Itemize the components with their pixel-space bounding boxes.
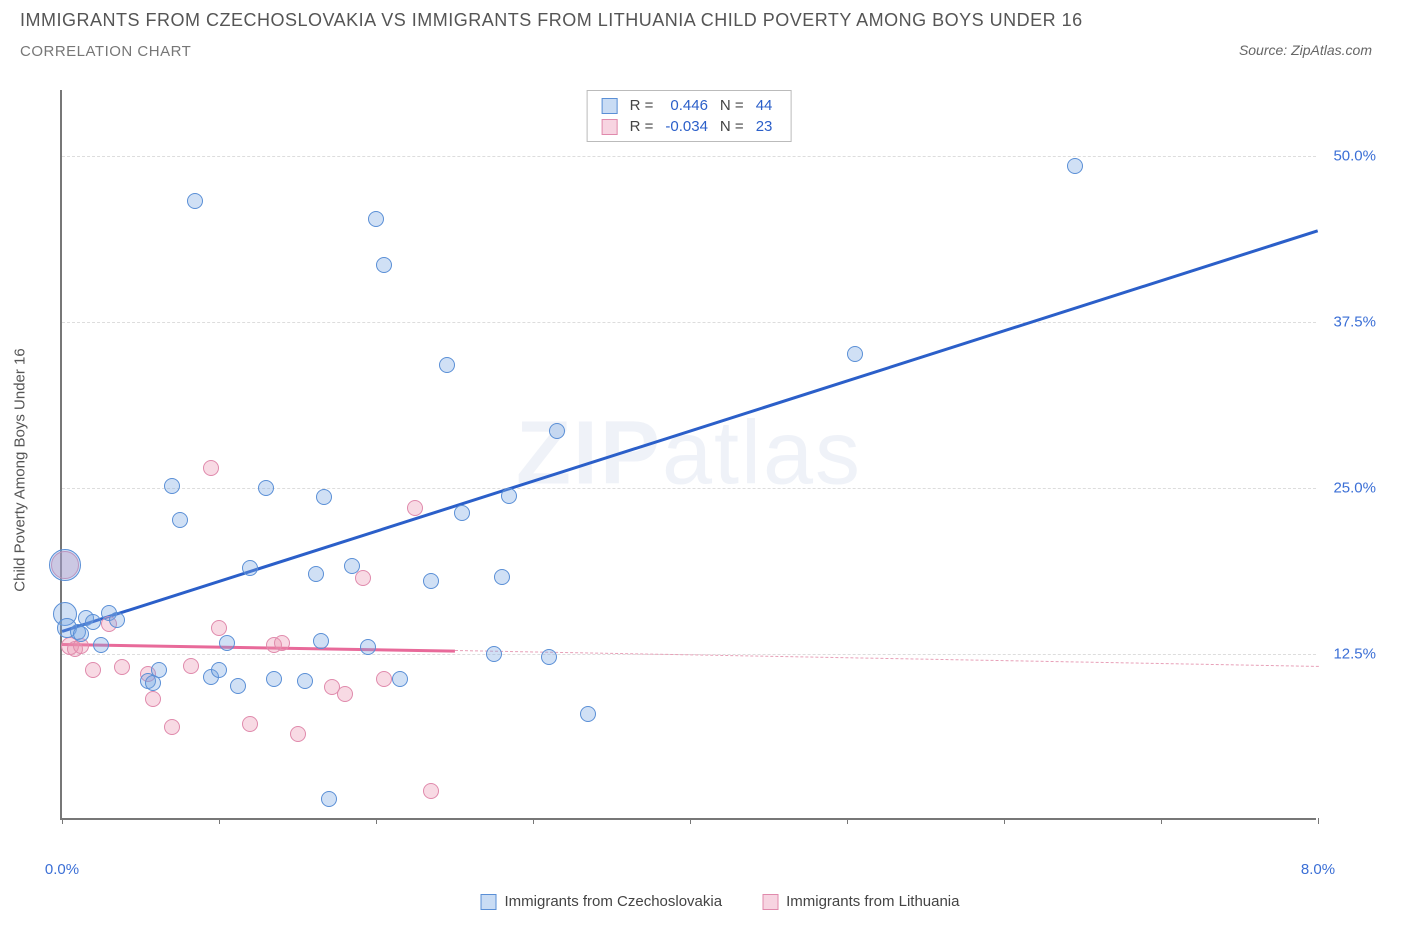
- data-point: [313, 633, 329, 649]
- x-tick: [690, 818, 691, 824]
- legend-item-2: Immigrants from Lithuania: [762, 893, 959, 910]
- data-point: [423, 783, 439, 799]
- data-point: [183, 658, 199, 674]
- y-tick-label: 50.0%: [1333, 148, 1376, 165]
- data-point: [151, 662, 167, 678]
- data-point: [321, 791, 337, 807]
- x-tick: [62, 818, 63, 824]
- trend-line: [454, 650, 1318, 667]
- trend-line: [62, 643, 455, 652]
- y-tick-label: 37.5%: [1333, 314, 1376, 331]
- chart-subtitle: CORRELATION CHART: [20, 43, 1083, 60]
- data-point: [274, 635, 290, 651]
- data-point: [423, 573, 439, 589]
- x-tick: [1004, 818, 1005, 824]
- grid-line: [62, 156, 1316, 157]
- y-tick-label: 25.0%: [1333, 480, 1376, 497]
- data-point: [1067, 158, 1083, 174]
- data-point: [407, 500, 423, 516]
- data-point: [360, 639, 376, 655]
- data-point: [344, 558, 360, 574]
- watermark: ZIPatlas: [516, 403, 862, 506]
- legend-n-label-2: N =: [720, 118, 744, 135]
- x-tick: [376, 818, 377, 824]
- data-point: [580, 706, 596, 722]
- legend-r-label: R =: [630, 97, 654, 114]
- data-point: [454, 505, 470, 521]
- data-point: [114, 659, 130, 675]
- legend-item-1: Immigrants from Czechoslovakia: [481, 893, 723, 910]
- x-tick: [1318, 818, 1319, 824]
- data-point: [486, 646, 502, 662]
- data-point: [145, 691, 161, 707]
- grid-line: [62, 322, 1316, 323]
- y-tick-label: 12.5%: [1333, 646, 1376, 663]
- legend-swatch-blue-2: [481, 894, 497, 910]
- data-point: [847, 346, 863, 362]
- data-point: [164, 719, 180, 735]
- data-point: [187, 193, 203, 209]
- data-point: [211, 620, 227, 636]
- data-point: [439, 357, 455, 373]
- legend-swatch-pink: [602, 119, 618, 135]
- data-point: [494, 569, 510, 585]
- data-point: [73, 626, 89, 642]
- legend-r-label-2: R =: [630, 118, 654, 135]
- data-point: [368, 211, 384, 227]
- x-tick: [1161, 818, 1162, 824]
- data-point: [376, 257, 392, 273]
- data-point: [230, 678, 246, 694]
- data-point: [203, 460, 219, 476]
- legend-series: Immigrants from Czechoslovakia Immigrant…: [481, 893, 960, 910]
- data-point: [316, 489, 332, 505]
- x-tick: [219, 818, 220, 824]
- x-tick-label: 8.0%: [1301, 861, 1335, 878]
- chart-title: IMMIGRANTS FROM CZECHOSLOVAKIA VS IMMIGR…: [20, 10, 1083, 31]
- data-point: [85, 614, 101, 630]
- data-point: [93, 637, 109, 653]
- data-point: [541, 649, 557, 665]
- chart-area: Child Poverty Among Boys Under 16 ZIPatl…: [60, 90, 1380, 850]
- data-point: [109, 612, 125, 628]
- data-point: [258, 480, 274, 496]
- legend-swatch-blue: [602, 98, 618, 114]
- data-point: [242, 560, 258, 576]
- data-point: [290, 726, 306, 742]
- x-tick-label: 0.0%: [45, 861, 79, 878]
- data-point: [164, 478, 180, 494]
- grid-line: [62, 488, 1316, 489]
- legend-swatch-pink-2: [762, 894, 778, 910]
- data-point: [297, 673, 313, 689]
- legend-label-1: Immigrants from Czechoslovakia: [505, 893, 723, 910]
- legend-label-2: Immigrants from Lithuania: [786, 893, 959, 910]
- x-tick: [847, 818, 848, 824]
- data-point: [549, 423, 565, 439]
- legend-r-value-1: 0.446: [665, 97, 708, 114]
- legend-n-label: N =: [720, 97, 744, 114]
- data-point: [308, 566, 324, 582]
- data-point: [219, 635, 235, 651]
- x-tick: [533, 818, 534, 824]
- data-point: [49, 549, 81, 581]
- legend-n-value-1: 44: [756, 97, 773, 114]
- data-point: [376, 671, 392, 687]
- data-point: [501, 488, 517, 504]
- legend-r-value-2: -0.034: [665, 118, 708, 135]
- data-point: [242, 716, 258, 732]
- data-point: [211, 662, 227, 678]
- plot-box: ZIPatlas R = 0.446 N = 44 R = -0.034 N =…: [60, 90, 1316, 820]
- data-point: [85, 662, 101, 678]
- legend-n-value-2: 23: [756, 118, 773, 135]
- source-label: Source: ZipAtlas.com: [1239, 42, 1372, 58]
- data-point: [172, 512, 188, 528]
- data-point: [266, 671, 282, 687]
- data-point: [355, 570, 371, 586]
- legend-correlation: R = 0.446 N = 44 R = -0.034 N = 23: [587, 90, 792, 142]
- data-point: [392, 671, 408, 687]
- y-axis-label: Child Poverty Among Boys Under 16: [12, 348, 29, 591]
- data-point: [337, 686, 353, 702]
